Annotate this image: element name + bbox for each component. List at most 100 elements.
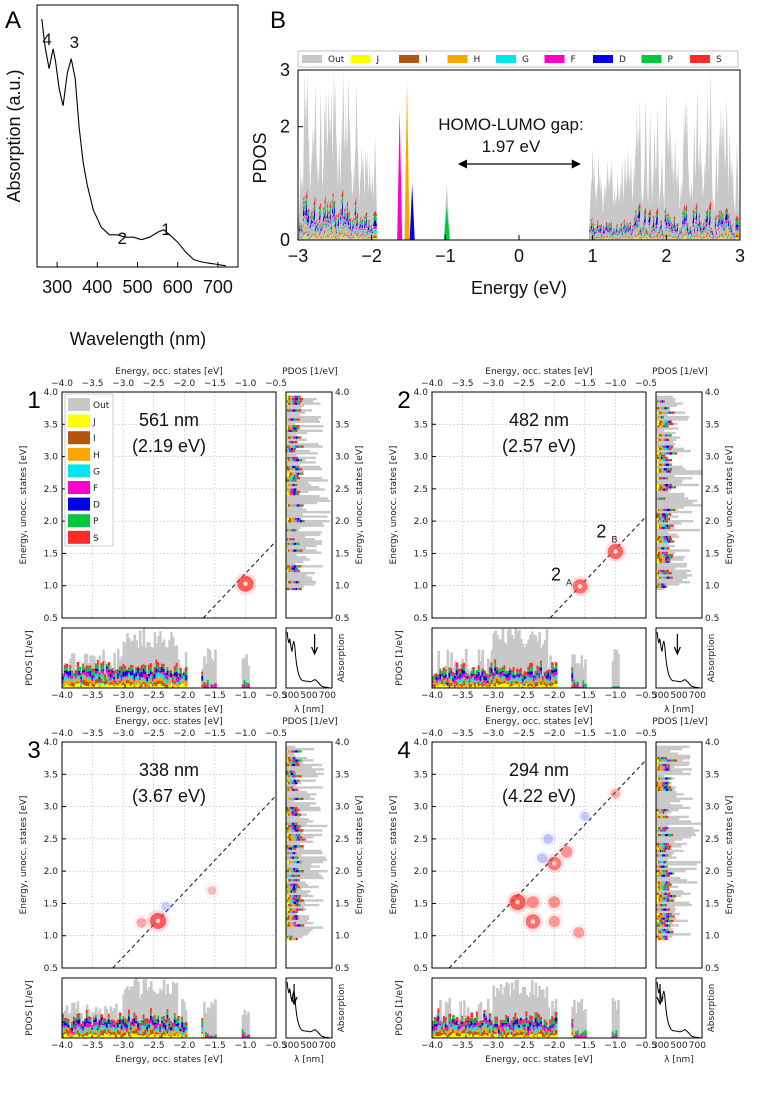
pdos-bar	[105, 666, 109, 669]
pdos-bar	[659, 454, 661, 457]
pdos-bar	[102, 665, 105, 670]
pdos-bar	[122, 1019, 126, 1024]
pdos-bar	[177, 675, 181, 678]
pdos-bar	[286, 836, 288, 839]
pdos-bar	[122, 1033, 126, 1037]
left-tick-label: 1.5	[414, 549, 428, 559]
pdos-bar	[83, 1021, 87, 1027]
pdos-bar	[292, 436, 296, 439]
pdos-bar	[289, 770, 291, 773]
pdos-bar	[660, 467, 662, 471]
pdos-bar	[293, 492, 296, 496]
pdos-bar	[667, 515, 668, 518]
pdos-bar	[286, 425, 289, 428]
pdos-bar	[659, 583, 661, 586]
left-tick-label: 0.5	[44, 614, 58, 624]
legend-label: S	[716, 55, 722, 65]
pdos-bar	[529, 680, 532, 684]
pdos-bar	[171, 678, 175, 683]
pdos-bar	[584, 683, 587, 688]
pdos-bar	[286, 815, 300, 819]
unocc-pdos	[656, 395, 702, 591]
pdos-bar	[69, 684, 72, 686]
pdos-bar	[76, 1034, 80, 1038]
pdos-bar	[102, 1028, 105, 1031]
pdos-bar	[87, 1023, 91, 1028]
pdos-bar	[670, 463, 672, 466]
bottom-tick-label: −2.0	[543, 691, 565, 701]
pdos-bar	[656, 422, 659, 426]
pdos-bar	[538, 678, 541, 680]
pdos-bar	[138, 1028, 142, 1030]
pdos-bar	[286, 585, 304, 588]
pdos-bar	[656, 447, 659, 451]
left-tick-label: 2.0	[44, 867, 59, 877]
pdos-bar	[298, 813, 301, 816]
right-tick-label: 1.0	[705, 582, 720, 592]
pdos-bar	[170, 677, 173, 683]
top-tick-label: −4.0	[51, 379, 73, 389]
right-tick-label: 4.0	[335, 738, 350, 748]
pdos-bar	[94, 678, 98, 680]
pdos-bar	[65, 1028, 69, 1034]
pdos-bar	[247, 683, 250, 688]
pdos-bar	[510, 634, 514, 688]
wavelength-label: 561 nm	[139, 410, 199, 430]
pdos-bar	[657, 556, 661, 559]
pdos-bar	[501, 666, 505, 671]
pdos-bar	[488, 671, 492, 676]
pdos-bar	[104, 1033, 107, 1038]
pdos-bar	[295, 937, 297, 941]
pdos-bar	[293, 772, 295, 776]
pdos-bar	[551, 672, 554, 675]
pdos-bar	[297, 587, 300, 591]
pdos-bar	[468, 683, 472, 688]
pdos-bar	[149, 1007, 153, 1013]
pdos-bar	[157, 635, 160, 688]
pdos-bar	[87, 666, 91, 672]
pdos-bar	[459, 671, 463, 674]
pdos-bar	[80, 1025, 83, 1027]
pdos-bar	[291, 449, 295, 453]
pdos-bar	[286, 486, 320, 489]
pdos-bar	[293, 517, 295, 521]
pdos-bar	[298, 467, 300, 471]
pdos-bar	[181, 1016, 184, 1018]
top-tick-label: −2.5	[513, 379, 535, 389]
pdos-bar	[297, 750, 302, 753]
pdos-bar	[549, 676, 552, 679]
pdos-bar	[464, 671, 468, 673]
pdos-bar	[138, 997, 142, 1038]
transition-blob	[207, 886, 217, 895]
pdos-bar	[291, 440, 293, 444]
occ-pdos	[61, 628, 250, 688]
pdos-bar	[452, 684, 455, 686]
pdos-bar	[666, 585, 668, 588]
pdos-bar	[120, 1023, 124, 1026]
pdos-peak	[373, 210, 378, 216]
pdos-bar	[492, 685, 496, 688]
pdos-bar	[115, 1021, 118, 1025]
pdos-bar	[521, 678, 525, 681]
pdos-bar	[100, 1020, 104, 1025]
pdos-bar	[494, 671, 497, 676]
transition-map-frame	[431, 391, 647, 619]
pdos-bar	[160, 1026, 164, 1032]
pdos-bar	[294, 402, 297, 405]
pdos-bar	[241, 1014, 245, 1038]
pdos-bar	[286, 842, 301, 846]
pdos-bar	[657, 535, 661, 539]
pdos-bar	[656, 533, 678, 536]
pdos-bar	[137, 1031, 140, 1033]
pdos-bar	[137, 1027, 140, 1032]
pdos-bar	[289, 542, 291, 545]
pdos-bar	[124, 988, 127, 1038]
pdos-bar	[113, 686, 116, 688]
pdos-bar	[133, 682, 137, 687]
pdos-bar	[61, 1017, 65, 1021]
pdos-bar	[142, 1017, 146, 1022]
pdos-bar	[295, 908, 300, 911]
pdos-bar	[552, 682, 556, 684]
pdos-bar	[162, 686, 166, 688]
pdos-bar	[109, 1022, 113, 1024]
